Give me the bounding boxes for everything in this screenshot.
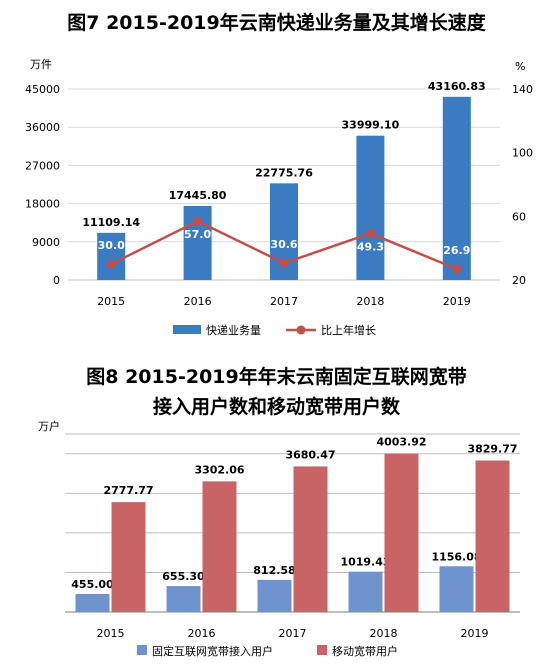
chart2-bar-mobile bbox=[475, 460, 510, 612]
chart1-title: 图7 2015-2019年云南快递业务量及其增长速度 bbox=[67, 12, 486, 34]
chart1-xtick: 2016 bbox=[184, 295, 212, 308]
chart1-xtick: 2017 bbox=[270, 295, 298, 308]
chart2-bar-mobile-label: 4003.92 bbox=[376, 436, 426, 449]
chart1-ytick-left: 0 bbox=[53, 274, 60, 287]
chart2-bar-fixed-label: 1019.43 bbox=[340, 556, 390, 569]
chart1-ylabel-right: % bbox=[515, 60, 525, 73]
chart1-ytick-right: 100 bbox=[512, 147, 533, 160]
chart1-growth-point bbox=[365, 228, 375, 238]
chart2-bar-fixed bbox=[348, 571, 383, 612]
chart1-ytick-left: 9000 bbox=[32, 236, 60, 249]
chart1-ylabel-left: 万件 bbox=[30, 58, 52, 71]
chart1-xtick: 2019 bbox=[443, 295, 471, 308]
chart1-bar bbox=[356, 135, 385, 280]
chart1-ytick-left: 18000 bbox=[25, 198, 60, 211]
chart2-xtick: 2018 bbox=[370, 627, 398, 640]
chart1-bar bbox=[97, 232, 126, 280]
chart1-bar-label: 43160.83 bbox=[428, 80, 486, 93]
chart1-xtick: 2018 bbox=[356, 295, 384, 308]
chart1-legend-line-marker bbox=[296, 325, 306, 335]
chart2-bar-mobile-label: 3680.47 bbox=[285, 448, 335, 461]
chart2-legend-mobile-label: 移动宽带用户 bbox=[332, 644, 398, 658]
chart1-ytick-left: 45000 bbox=[25, 83, 60, 96]
chart2-bar-fixed-label: 655.30 bbox=[162, 570, 205, 583]
chart2-bar-fixed bbox=[257, 579, 292, 612]
chart1-bar-label: 17445.80 bbox=[169, 189, 227, 202]
chart2-xtick: 2015 bbox=[97, 627, 125, 640]
chart1-ytick-left: 27000 bbox=[25, 159, 60, 172]
chart2-title-line2: 接入用户数和移动宽带用户数 bbox=[152, 396, 400, 418]
chart1-growth-point bbox=[279, 258, 289, 268]
chart1-growth-label: 30.6 bbox=[270, 238, 297, 251]
chart2-bar-fixed-label: 1156.08 bbox=[431, 550, 481, 563]
chart2-legend-fixed-label: 固定互联网宽带接入用户 bbox=[152, 644, 273, 658]
chart1-legend-bar-swatch bbox=[173, 325, 201, 334]
chart2-ylabel: 万户 bbox=[38, 419, 60, 433]
chart1-bar-label: 33999.10 bbox=[342, 119, 400, 132]
chart1-legend-bar-label: 快递业务量 bbox=[206, 323, 261, 337]
chart2-title-line1: 图8 2015-2019年年末云南固定互联网宽带 bbox=[86, 366, 467, 388]
chart2-bar-fixed bbox=[166, 586, 201, 612]
chart1-growth-label: 26.9 bbox=[443, 244, 470, 257]
chart1-growth-point bbox=[452, 264, 462, 274]
chart2-bar-mobile bbox=[111, 502, 146, 612]
chart1-bar bbox=[442, 96, 471, 281]
chart1-ytick-right: 60 bbox=[512, 210, 526, 223]
chart1-xtick: 2015 bbox=[97, 295, 125, 308]
chart2-bar-fixed-label: 455.00 bbox=[71, 578, 114, 591]
chart2-bar-mobile-label: 3829.77 bbox=[467, 443, 517, 456]
chart2-legend-mobile-swatch bbox=[317, 645, 327, 655]
chart2-bar-mobile bbox=[202, 481, 237, 612]
chart1-growth-label: 30.0 bbox=[98, 239, 125, 252]
chart2-bar-fixed-label: 812.58 bbox=[253, 564, 295, 577]
chart2-legend-fixed-swatch bbox=[137, 645, 147, 655]
chart1-growth-point bbox=[106, 259, 116, 269]
chart1-svg: 万件 % 0 9000 18000 27000 36000 45000 20 60 100 140 11… bbox=[25, 58, 533, 337]
chart2-bar-mobile-label: 2777.77 bbox=[103, 484, 153, 497]
chart1-ytick-left: 36000 bbox=[25, 121, 60, 134]
chart2-xtick: 2019 bbox=[461, 627, 489, 640]
chart1-bar-label: 22775.76 bbox=[255, 166, 313, 179]
chart2-bar-mobile bbox=[293, 466, 328, 612]
chart2-bar-mobile bbox=[384, 453, 419, 612]
chart1-growth-label: 57.0 bbox=[184, 228, 211, 241]
chart1-ytick-right: 20 bbox=[512, 274, 526, 287]
chart2-bar-fixed bbox=[439, 566, 474, 612]
chart2-xtick: 2017 bbox=[279, 627, 307, 640]
chart1-legend-line-label: 比上年增长 bbox=[321, 323, 376, 337]
chart2-bar-fixed bbox=[75, 594, 110, 612]
chart1-growth-label: 49.3 bbox=[357, 240, 384, 253]
chart1-growth-point bbox=[193, 216, 203, 226]
chart2-xtick: 2016 bbox=[188, 627, 216, 640]
chart1-ytick-right: 140 bbox=[512, 83, 533, 96]
chart1-bar-label: 11109.14 bbox=[82, 216, 140, 229]
chart2-bar-mobile-label: 3302.06 bbox=[194, 463, 244, 476]
